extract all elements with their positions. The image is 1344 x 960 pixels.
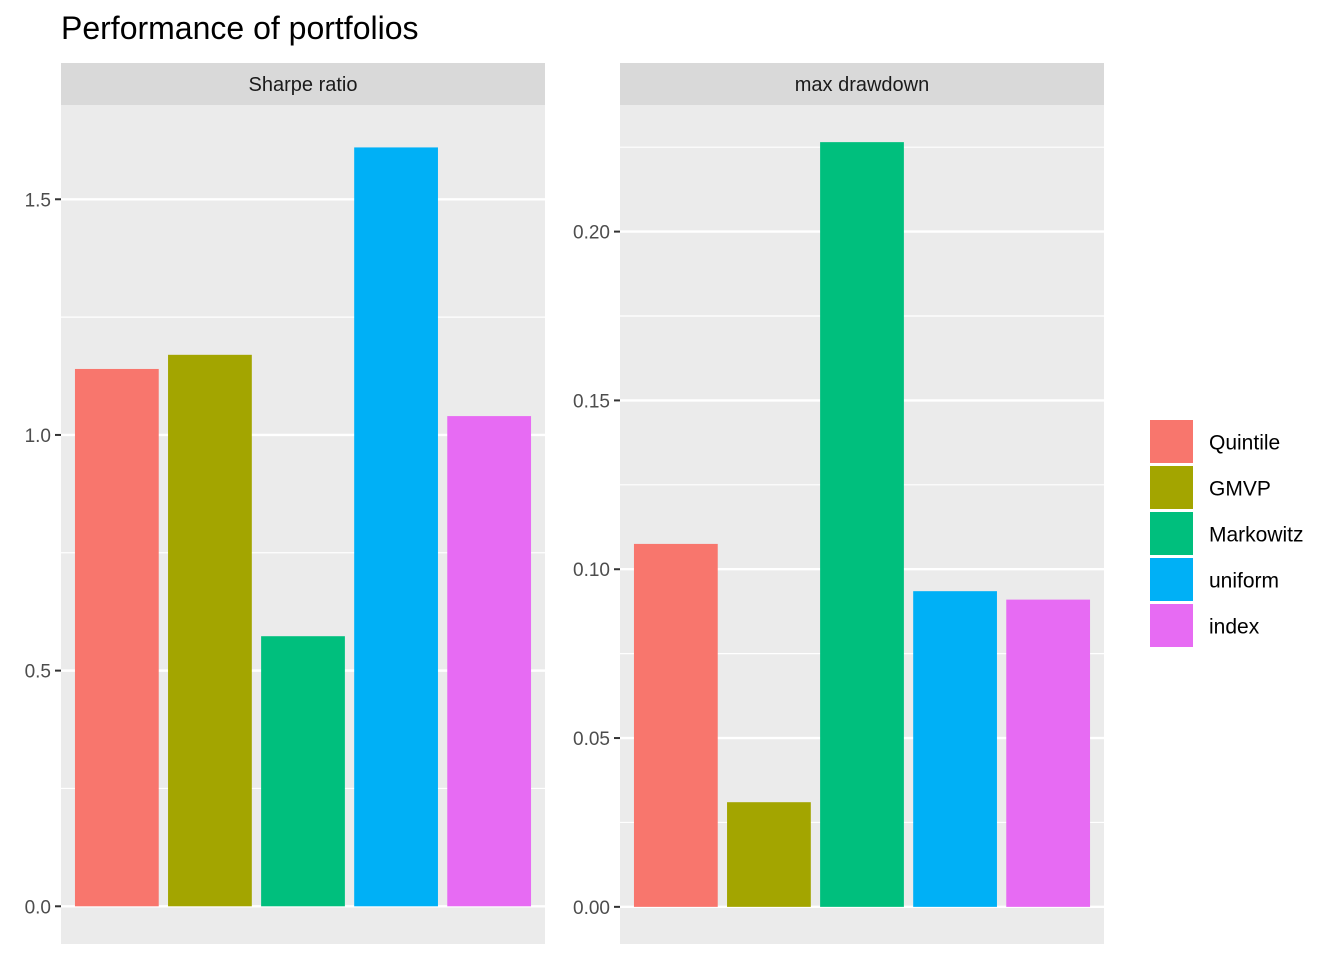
y-tick-label: 1.5 (25, 190, 51, 211)
legend-key (1150, 420, 1193, 463)
panel-1: Sharpe ratio 0.0 0.5 1.0 1.5 (25, 63, 545, 944)
panel-2: max drawdown 0.00 0.05 0.10 0.15 0.20 (573, 63, 1104, 944)
chart-title: Performance of portfolios (61, 10, 419, 46)
bar-gmvp (168, 354, 252, 907)
bar-index (1006, 599, 1091, 907)
legend-label: GMVP (1209, 478, 1271, 501)
panel-strip (61, 63, 545, 105)
y-tick-label: 1.0 (25, 426, 51, 447)
legend-item: uniform (1150, 558, 1279, 601)
bar-markowitz (820, 142, 904, 907)
legend-key (1150, 466, 1193, 509)
bar-quintile (633, 543, 718, 907)
bar-gmvp (727, 802, 811, 907)
panels: Sharpe ratio 0.0 0.5 1.0 1.5 max drawdown 0.00… (25, 63, 1104, 944)
legend-item: GMVP (1150, 466, 1271, 509)
legend-label: uniform (1209, 570, 1279, 593)
legend-key (1150, 558, 1193, 601)
legend-label: Quintile (1209, 432, 1280, 455)
legend-key (1150, 604, 1193, 647)
panel-strip (620, 63, 1104, 105)
y-tick-label: 0.05 (573, 729, 610, 750)
legend-key (1150, 512, 1193, 555)
y-tick-label: 0.5 (25, 662, 51, 683)
legend-item: index (1150, 604, 1260, 647)
legend-label: index (1209, 616, 1260, 639)
bar-uniform (913, 591, 997, 907)
y-tick-label: 0.0 (25, 897, 51, 918)
legend-item: Quintile (1150, 420, 1280, 463)
y-tick-label: 0.20 (573, 223, 610, 244)
legend-label: Markowitz (1209, 524, 1304, 547)
bar-uniform (354, 147, 438, 907)
y-tick-label: 0.10 (573, 560, 610, 581)
panel-strip-label: Sharpe ratio (249, 74, 358, 96)
legend-item: Markowitz (1150, 512, 1304, 555)
bar-quintile (74, 368, 159, 907)
bar-markowitz (261, 636, 345, 907)
bar-index (447, 416, 532, 907)
legend: Quintile GMVP Markowitz uniform index (1150, 420, 1304, 647)
panel-strip-label: max drawdown (795, 74, 930, 96)
y-tick-label: 0.00 (573, 898, 610, 919)
y-tick-label: 0.15 (573, 391, 610, 412)
